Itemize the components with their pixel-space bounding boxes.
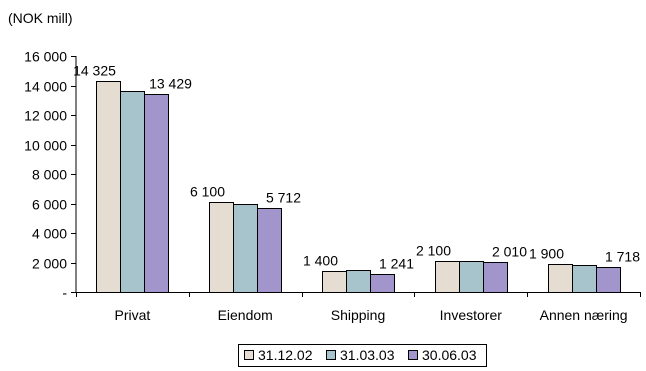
bar bbox=[322, 271, 347, 293]
bar bbox=[370, 274, 395, 293]
y-tick-label: 4 000 bbox=[32, 226, 67, 242]
x-tick-label: Eiendom bbox=[218, 307, 273, 323]
plot-area: - 2 000 4 000 6 000 8 000 10 000 12 000 14 000 1… bbox=[24, 49, 641, 323]
data-label: 2 010 bbox=[492, 244, 527, 260]
bar bbox=[459, 261, 484, 293]
x-tick-label: Annen næring bbox=[540, 307, 628, 323]
legend-swatch bbox=[408, 350, 418, 360]
y-tick-label: 14 000 bbox=[24, 79, 67, 95]
data-label: 1 400 bbox=[303, 253, 338, 269]
data-label: 5 712 bbox=[266, 190, 301, 206]
bar bbox=[144, 94, 169, 293]
data-label: 14 325 bbox=[73, 63, 116, 79]
x-tick-label: Privat bbox=[115, 307, 151, 323]
data-label: 6 100 bbox=[190, 184, 225, 200]
bar bbox=[596, 267, 621, 293]
x-tick-label: Shipping bbox=[331, 307, 386, 323]
y-tick-label: 6 000 bbox=[32, 197, 67, 213]
data-label: 1 900 bbox=[529, 246, 564, 262]
bar bbox=[120, 91, 145, 293]
bar bbox=[548, 264, 573, 293]
y-tick-label: 8 000 bbox=[32, 167, 67, 183]
data-label: 2 100 bbox=[416, 243, 451, 259]
y-tick-label: 10 000 bbox=[24, 138, 67, 154]
bar bbox=[572, 265, 597, 293]
bar bbox=[483, 262, 508, 293]
legend: 31.12.02 31.03.03 30.06.03 bbox=[238, 344, 487, 367]
legend-swatch bbox=[244, 350, 254, 360]
y-tick-label: 12 000 bbox=[24, 108, 67, 124]
bar bbox=[435, 261, 460, 293]
bar bbox=[209, 202, 234, 293]
unit-label: (NOK mill) bbox=[8, 10, 73, 26]
y-tick-label: 16 000 bbox=[24, 49, 67, 65]
bar bbox=[233, 204, 258, 293]
y-tick-label: 2 000 bbox=[32, 256, 67, 272]
bar bbox=[257, 208, 282, 293]
data-label: 1 241 bbox=[379, 256, 414, 272]
legend-label: 31.03.03 bbox=[340, 347, 395, 363]
bar bbox=[346, 270, 371, 293]
data-label: 13 429 bbox=[149, 76, 192, 92]
y-tick-label: - bbox=[62, 285, 67, 301]
legend-swatch bbox=[326, 350, 336, 360]
legend-label: 31.12.02 bbox=[258, 347, 313, 363]
x-tick-label: Investorer bbox=[440, 307, 503, 323]
legend-box bbox=[238, 344, 487, 367]
bar bbox=[96, 81, 121, 293]
legend-label: 30.06.03 bbox=[422, 347, 477, 363]
data-label: 1 718 bbox=[605, 249, 640, 265]
